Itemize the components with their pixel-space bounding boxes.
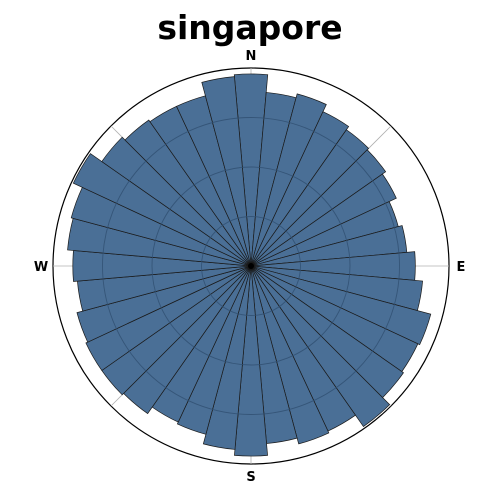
bar-sector	[250, 111, 350, 267]
bar-sector	[250, 129, 370, 267]
bar-sector	[250, 149, 387, 267]
bar-sector	[76, 265, 252, 343]
bar-sector	[250, 93, 327, 267]
bar-sector	[233, 73, 269, 267]
bar-sector	[250, 265, 432, 346]
bar-sector	[85, 265, 252, 371]
grid-ring	[201, 216, 301, 316]
direction-label-e: E	[457, 260, 466, 275]
bar-sector	[234, 265, 268, 457]
chart-title: singapore	[157, 8, 343, 47]
direction-label-s: S	[246, 470, 255, 485]
bar-sector	[201, 76, 252, 267]
direction-label-n: N	[246, 49, 257, 64]
bar-sector	[124, 119, 252, 267]
center-dot	[248, 263, 254, 269]
bar-sector	[250, 265, 330, 445]
direction-labels: N E S W	[34, 49, 466, 485]
bar-sector	[72, 153, 252, 267]
grid-rings	[102, 117, 400, 415]
grid-ring	[102, 117, 400, 415]
bar-sector	[250, 173, 397, 267]
bar-sector	[202, 265, 252, 450]
direction-label-w: W	[34, 260, 48, 275]
bar-sector	[176, 265, 252, 435]
bar-sector	[250, 265, 391, 428]
grid-ring	[151, 166, 351, 366]
